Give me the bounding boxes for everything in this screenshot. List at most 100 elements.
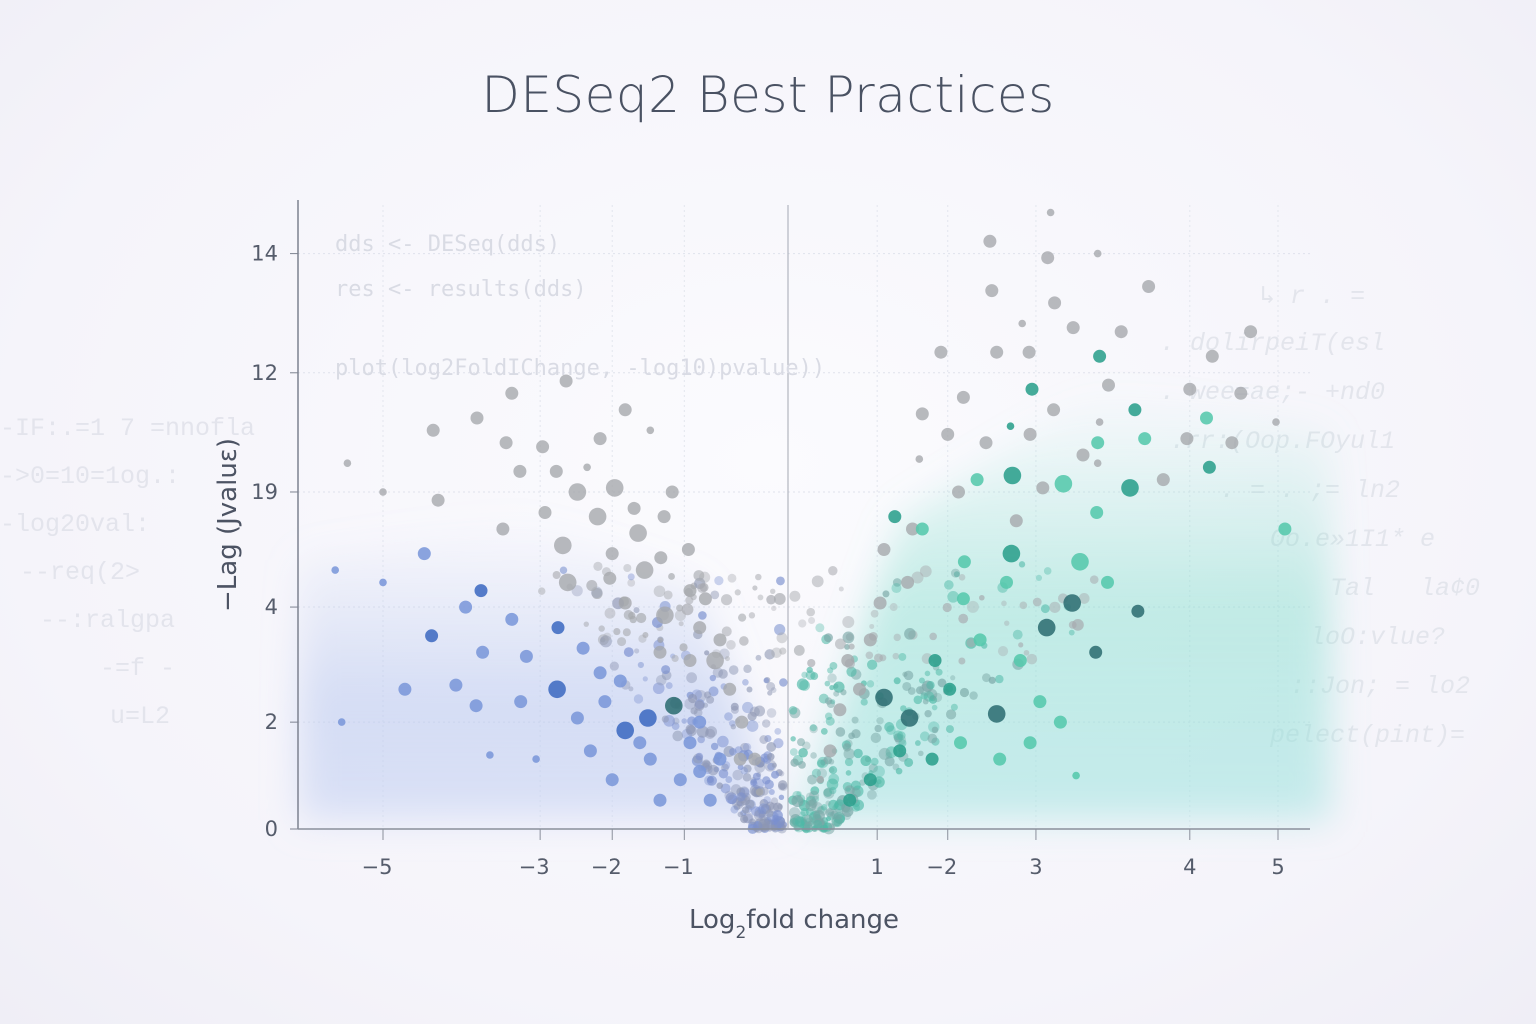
density-point <box>770 588 776 594</box>
data-point-up-dark <box>1037 618 1056 637</box>
density-point <box>798 747 808 758</box>
data-point-ns <box>654 551 668 565</box>
density-point <box>902 681 912 691</box>
density-point <box>748 612 756 619</box>
density-point <box>869 623 875 629</box>
data-point-ns <box>906 522 919 536</box>
data-point-ns <box>653 645 667 659</box>
data-points <box>331 208 1292 807</box>
density-point <box>807 774 818 785</box>
data-point-ns <box>1234 386 1248 400</box>
data-point-ns <box>629 524 647 542</box>
density-point <box>816 759 826 768</box>
data-point-ns <box>646 426 655 435</box>
density-point <box>729 748 737 756</box>
density-point <box>842 743 852 752</box>
density-point <box>742 679 749 686</box>
data-point-ns <box>1093 459 1102 468</box>
density-point <box>915 686 924 695</box>
data-point-up <box>1053 715 1067 729</box>
density-point <box>593 561 603 571</box>
density-point <box>829 661 838 670</box>
density-point <box>696 725 709 738</box>
data-point-ns <box>901 575 915 589</box>
x-tick-label: 3 <box>1029 855 1042 879</box>
data-point-up <box>1054 475 1073 493</box>
density-point <box>789 748 798 756</box>
density-point <box>699 571 711 583</box>
data-point-up <box>915 522 929 536</box>
density-point <box>757 807 765 815</box>
density-point <box>736 792 746 802</box>
density-point <box>798 619 807 628</box>
density-point <box>746 720 759 732</box>
data-point-ns <box>1041 251 1055 265</box>
code-line: . dolirpeiT(esl <box>1160 329 1386 358</box>
data-point-ns <box>816 775 825 784</box>
density-point <box>824 680 831 687</box>
density-point <box>586 580 598 592</box>
density-point <box>800 807 809 817</box>
density-point <box>738 613 747 622</box>
density-point <box>743 664 752 674</box>
data-point-down <box>486 751 494 759</box>
y-tick-label: 14 <box>251 242 278 266</box>
density-point <box>642 631 649 638</box>
density-point <box>633 607 640 614</box>
density-point <box>867 789 877 800</box>
data-point-ns <box>823 744 837 758</box>
density-point <box>808 818 816 825</box>
density-point <box>733 803 741 811</box>
data-point-down <box>331 566 340 574</box>
density-point <box>745 799 755 809</box>
x-axis-label-rest: fold change <box>746 905 899 935</box>
data-point-ns <box>656 606 674 625</box>
density-point <box>834 638 846 650</box>
density-point <box>604 607 616 619</box>
density-point <box>919 683 932 696</box>
x-axis-label-main: Log <box>689 905 735 935</box>
data-point-ns <box>549 464 563 478</box>
data-point-ns <box>568 483 587 501</box>
x-tick-label: 5 <box>1271 855 1284 879</box>
density-point <box>672 730 684 742</box>
density-point <box>598 625 605 632</box>
data-point-down-strong <box>616 721 634 740</box>
density-point <box>882 590 890 598</box>
density-point <box>752 772 761 781</box>
down-regulated-haze <box>300 520 780 820</box>
density-point <box>777 780 788 790</box>
density-point <box>752 778 765 790</box>
density-point <box>707 776 714 784</box>
y-axis-label: −Lag (Jvaluɛ) <box>213 438 243 612</box>
density-point <box>1078 593 1090 604</box>
density-point <box>685 724 696 735</box>
density-point <box>633 694 644 704</box>
density-point <box>945 725 954 734</box>
data-point-ns <box>863 633 877 647</box>
data-point-down <box>476 645 490 659</box>
data-point-ns <box>431 493 445 507</box>
density-point <box>655 674 667 686</box>
density-point <box>676 604 684 612</box>
code-line: ->0=10=1og.: <box>0 462 181 491</box>
data-point-down <box>398 682 412 696</box>
density-point <box>764 734 772 743</box>
density-point <box>950 568 960 578</box>
data-point-up <box>973 633 987 647</box>
density-point <box>831 808 843 820</box>
code-line: . wee=ae;- +nd0 <box>1160 378 1386 407</box>
data-point-ns <box>657 510 671 524</box>
density-point <box>702 702 709 708</box>
data-point-ns <box>1047 403 1061 417</box>
density-point <box>969 691 978 700</box>
data-point-ns <box>1102 378 1115 392</box>
y-tick-label: 4 <box>265 595 278 619</box>
data-point-ns <box>873 596 887 610</box>
density-point <box>884 721 895 732</box>
density-point <box>637 661 644 669</box>
density-point <box>702 759 711 768</box>
data-point-ns <box>1156 473 1170 487</box>
code-line: -log20val: <box>0 510 151 539</box>
density-point <box>946 709 957 720</box>
